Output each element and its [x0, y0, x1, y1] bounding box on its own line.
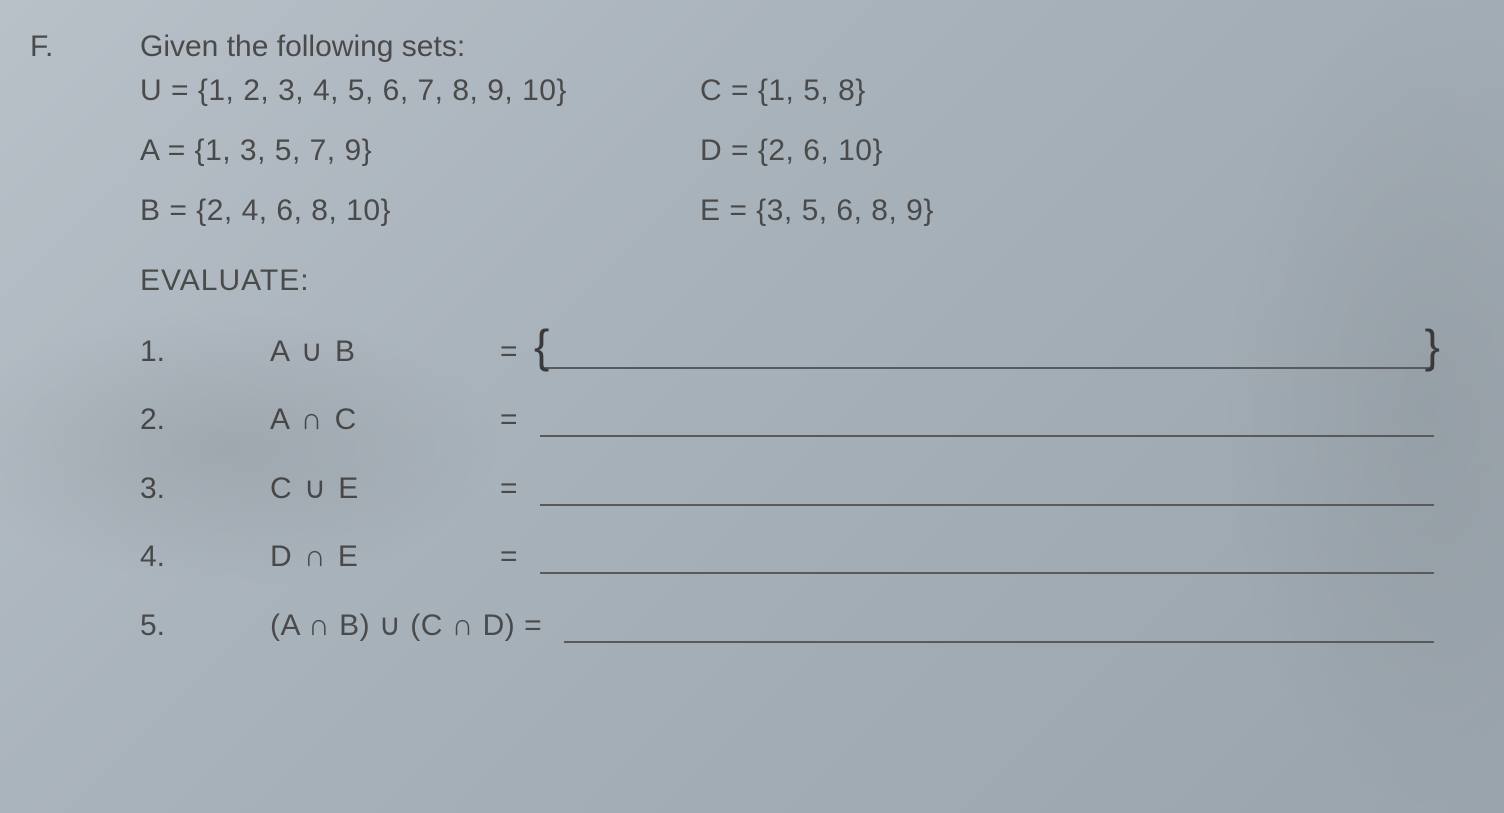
- answer-blank[interactable]: [540, 403, 1434, 437]
- eval-row: 4. D ∩ E =: [140, 540, 1464, 574]
- worksheet-paper: F. Given the following sets: U = {1, 2, …: [0, 0, 1504, 813]
- eval-number: 3.: [140, 472, 270, 506]
- eval-row: 1. A ∪ B = { }: [140, 334, 1464, 369]
- eval-expression: A ∩ C: [270, 403, 500, 437]
- answer-blank[interactable]: [540, 540, 1434, 574]
- answer-blank[interactable]: [540, 472, 1434, 506]
- eval-expression: D ∩ E: [270, 540, 500, 574]
- set-E: E = {3, 5, 6, 8, 9}: [700, 194, 1464, 228]
- equals-sign: =: [500, 540, 540, 574]
- sets-grid: U = {1, 2, 3, 4, 5, 6, 7, 8, 9, 10} C = …: [140, 74, 1464, 228]
- eval-expression: (A ∩ B) ∪ (C ∩ D) =: [270, 608, 552, 643]
- set-D: D = {2, 6, 10}: [700, 134, 1464, 168]
- hand-brace-right: }: [1425, 319, 1440, 373]
- evaluate-block: 1. A ∪ B = { } 2. A ∩ C = 3. C ∪ E: [140, 334, 1464, 643]
- hand-brace-left: {: [534, 319, 549, 373]
- section-label: F.: [30, 30, 53, 63]
- equals-sign: =: [500, 472, 540, 506]
- eval-number: 4.: [140, 540, 270, 574]
- answer-blank[interactable]: [564, 609, 1434, 643]
- eval-row: 3. C ∪ E =: [140, 471, 1464, 506]
- eval-row: 2. A ∩ C =: [140, 403, 1464, 437]
- heading-row: F. Given the following sets: U = {1, 2, …: [30, 30, 1464, 643]
- evaluate-label: EVALUATE:: [140, 264, 1464, 298]
- set-C: C = {1, 5, 8}: [700, 74, 1464, 108]
- eval-expression: C ∪ E: [270, 471, 500, 506]
- answer-blank[interactable]: { }: [540, 335, 1434, 369]
- eval-number: 5.: [140, 609, 270, 643]
- eval-row: 5. (A ∩ B) ∪ (C ∩ D) =: [140, 608, 1464, 643]
- set-B: B = {2, 4, 6, 8, 10}: [140, 194, 700, 228]
- set-A: A = {1, 3, 5, 7, 9}: [140, 134, 700, 168]
- heading-text: Given the following sets:: [140, 30, 1464, 64]
- eval-number: 1.: [140, 335, 270, 369]
- eval-number: 2.: [140, 403, 270, 437]
- eval-expression: A ∪ B: [270, 334, 500, 369]
- equals-sign: =: [500, 403, 540, 437]
- set-U: U = {1, 2, 3, 4, 5, 6, 7, 8, 9, 10}: [140, 74, 700, 108]
